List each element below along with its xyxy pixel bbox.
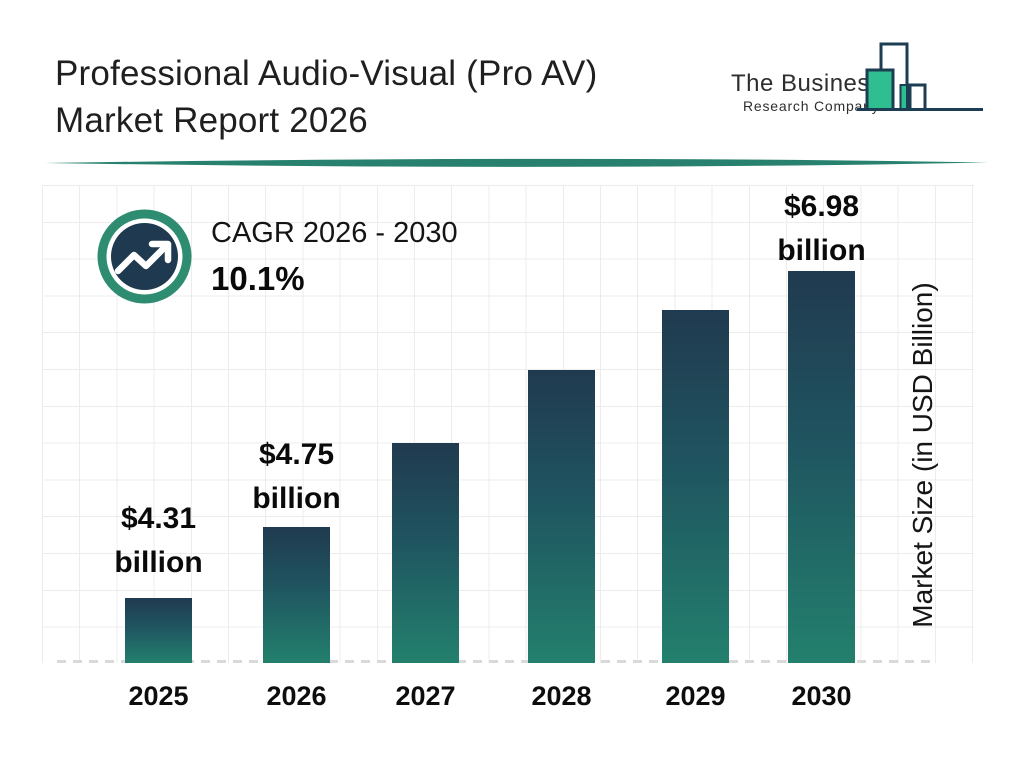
header-divider bbox=[45, 158, 988, 167]
bar-2029 bbox=[662, 310, 729, 663]
cagr-value: 10.1% bbox=[211, 260, 305, 297]
logo-company-name: The Business bbox=[731, 70, 883, 97]
logo-company-subname: Research Company bbox=[743, 98, 880, 114]
axis-baseline bbox=[57, 660, 935, 663]
bar-2025 bbox=[125, 598, 192, 663]
data-label-2030: $6.98 billion bbox=[777, 190, 866, 267]
page-title: Professional Audio-Visual (Pro AV) Marke… bbox=[55, 54, 598, 140]
data-label-2026: $4.75 billion bbox=[252, 438, 341, 515]
cagr-period-label: CAGR 2026 - 2030 bbox=[211, 217, 458, 249]
bar-2027 bbox=[392, 443, 459, 663]
bar-2028 bbox=[528, 370, 595, 663]
x-tick-2026: 2026 bbox=[266, 681, 327, 711]
x-tick-2030: 2030 bbox=[791, 681, 852, 711]
bar-2026 bbox=[263, 527, 330, 663]
data-label-2025: $4.31 billion bbox=[114, 502, 203, 579]
bar-2030 bbox=[788, 271, 855, 663]
x-tick-2025: 2025 bbox=[128, 681, 189, 711]
x-tick-2028: 2028 bbox=[531, 681, 592, 711]
y-axis-title: Market Size (in USD Billion) bbox=[907, 282, 938, 628]
x-tick-2029: 2029 bbox=[665, 681, 726, 711]
x-tick-2027: 2027 bbox=[395, 681, 456, 711]
trending-up-icon bbox=[97, 209, 192, 304]
bar-chart-logo-icon bbox=[857, 42, 983, 111]
